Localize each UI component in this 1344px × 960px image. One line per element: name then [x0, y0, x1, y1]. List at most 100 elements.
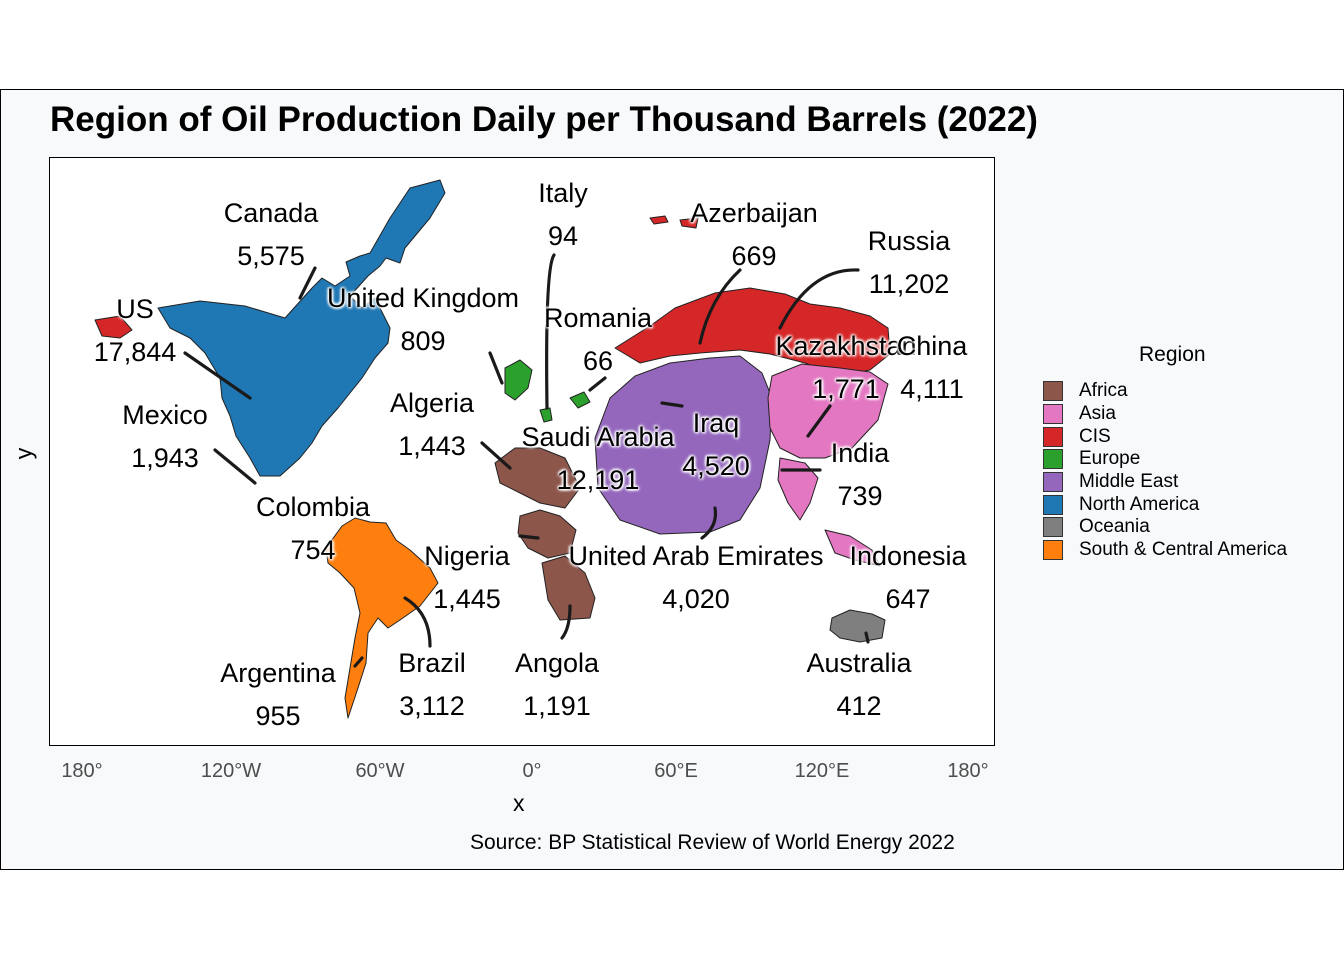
x-tick-1: 120°W [200, 760, 262, 782]
region-asia-indonesia [824, 529, 881, 567]
country-value-italy: 94 [547, 221, 579, 251]
leader-nigeria [518, 534, 540, 540]
world-map [94, 179, 891, 719]
leader-kazakhstan [806, 404, 832, 438]
country-label-india: India [830, 438, 890, 468]
y-axis-label: y [10, 447, 37, 460]
leader-canada [298, 266, 317, 300]
country-value-russia: 11,202 [868, 269, 950, 299]
region-africa-north [494, 447, 581, 509]
country-label-brazil: Brazil [398, 648, 466, 678]
legend-item: Oceania [1043, 516, 1287, 539]
leader-australia [864, 631, 870, 644]
country-label-iraq: Iraq [692, 408, 740, 438]
leader-italy [545, 253, 556, 410]
legend-swatch [1043, 381, 1063, 402]
country-value-kazakhstan: 1,771 [812, 374, 880, 404]
leader-russia [778, 268, 860, 330]
country-label-saudi-arabia: Saudi Arabia [521, 422, 675, 452]
country-value-china: 4,111 [900, 374, 964, 404]
country-value-united-kingdom: 809 [400, 326, 446, 356]
country-value-mexico: 1,943 [131, 443, 199, 473]
country-label-indonesia: Indonesia [849, 541, 967, 571]
country-value-canada: 5,575 [237, 241, 305, 271]
country-label-algeria: Algeria [389, 388, 475, 418]
region-oceania [829, 609, 886, 643]
leader-mexico [213, 448, 257, 485]
country-value-brazil: 3,112 [399, 691, 465, 721]
country-label-australia: Australia [806, 648, 912, 678]
leader-angola [560, 604, 572, 640]
country-label-united-arab-emirates: United Arab Emirates [568, 541, 824, 571]
source-caption: Source: BP Statistical Review of World E… [470, 831, 955, 854]
legend: Region Africa Asia CIS Europe Middle East Nor… [1043, 343, 1287, 562]
map-panel [49, 157, 995, 746]
leader-us [183, 351, 252, 400]
x-tick-3: 0° [522, 760, 542, 782]
country-value-india: 739 [837, 481, 883, 511]
legend-label: North America [1079, 493, 1200, 515]
country-value-colombia: 754 [290, 535, 336, 565]
leader-brazil [403, 596, 432, 648]
x-tick-2: 60°W [355, 760, 405, 782]
legend-item: Europe [1043, 448, 1287, 471]
country-value-iraq: 4,520 [682, 451, 750, 481]
legend-swatch [1043, 494, 1063, 515]
legend-label: Asia [1079, 403, 1116, 425]
legend-items: Africa Asia CIS Europe Middle East North Amer… [1043, 380, 1287, 562]
country-label-italy: Italy [538, 178, 588, 208]
country-value-indonesia: 647 [885, 584, 931, 614]
country-label-china: China [896, 331, 968, 361]
country-label-us: US [116, 294, 154, 324]
region-europe-romania [569, 391, 591, 409]
region-africa-south [541, 555, 596, 621]
region-alaska [94, 315, 133, 339]
leader-romania [588, 376, 607, 392]
legend-label: Europe [1079, 448, 1141, 470]
leader-algeria [480, 441, 512, 470]
country-value-angola: 1,191 [523, 691, 591, 721]
chart-title: Region of Oil Production Daily per Thous… [50, 100, 1038, 139]
legend-item: South & Central America [1043, 539, 1287, 562]
region-cis-islands [649, 215, 699, 229]
country-value-united-arab-emirates: 4,020 [662, 584, 730, 614]
x-axis-label: x [513, 790, 525, 816]
region-europe-italy [539, 407, 553, 423]
legend-label: Africa [1079, 380, 1128, 402]
legend-swatch [1043, 426, 1063, 447]
legend-item: Asia [1043, 403, 1287, 426]
region-europe-uk [504, 359, 533, 401]
leader-uae [700, 506, 718, 540]
legend-label: CIS [1079, 425, 1111, 447]
x-tick-6: 180° [947, 760, 989, 782]
legend-item: North America [1043, 493, 1287, 516]
region-north-america [157, 179, 446, 477]
country-label-canada: Canada [223, 198, 319, 228]
legend-item: Africa [1043, 380, 1287, 403]
leader-uk [488, 351, 504, 385]
x-tick-0: 180° [61, 760, 103, 782]
legend-swatch [1043, 517, 1063, 538]
region-africa-central [517, 509, 577, 559]
leader-iraq [660, 401, 684, 408]
country-value-argentina: 955 [255, 701, 301, 731]
country-label-united-kingdom: United Kingdom [326, 283, 520, 313]
country-label-colombia: Colombia [255, 492, 371, 522]
x-tick-4: 60°E [654, 760, 698, 782]
region-asia-india [777, 457, 819, 521]
country-label-romania: Romania [543, 303, 653, 333]
country-label-nigeria: Nigeria [424, 541, 510, 571]
country-label-angola: Angola [514, 648, 600, 678]
legend-item: CIS [1043, 425, 1287, 448]
legend-swatch [1043, 404, 1063, 425]
country-value-azerbaijan: 669 [731, 241, 777, 271]
leader-argentina [353, 656, 364, 668]
country-value-romania: 66 [582, 346, 614, 376]
region-south-central-america [325, 517, 439, 719]
country-label-argentina: Argentina [220, 658, 336, 688]
country-value-nigeria: 1,445 [433, 584, 501, 614]
country-label-azerbaijan: Azerbaijan [690, 198, 818, 228]
country-value-saudi-arabia: 12,191 [556, 465, 640, 495]
legend-swatch [1043, 472, 1063, 493]
x-tick-5: 120°E [794, 760, 850, 782]
